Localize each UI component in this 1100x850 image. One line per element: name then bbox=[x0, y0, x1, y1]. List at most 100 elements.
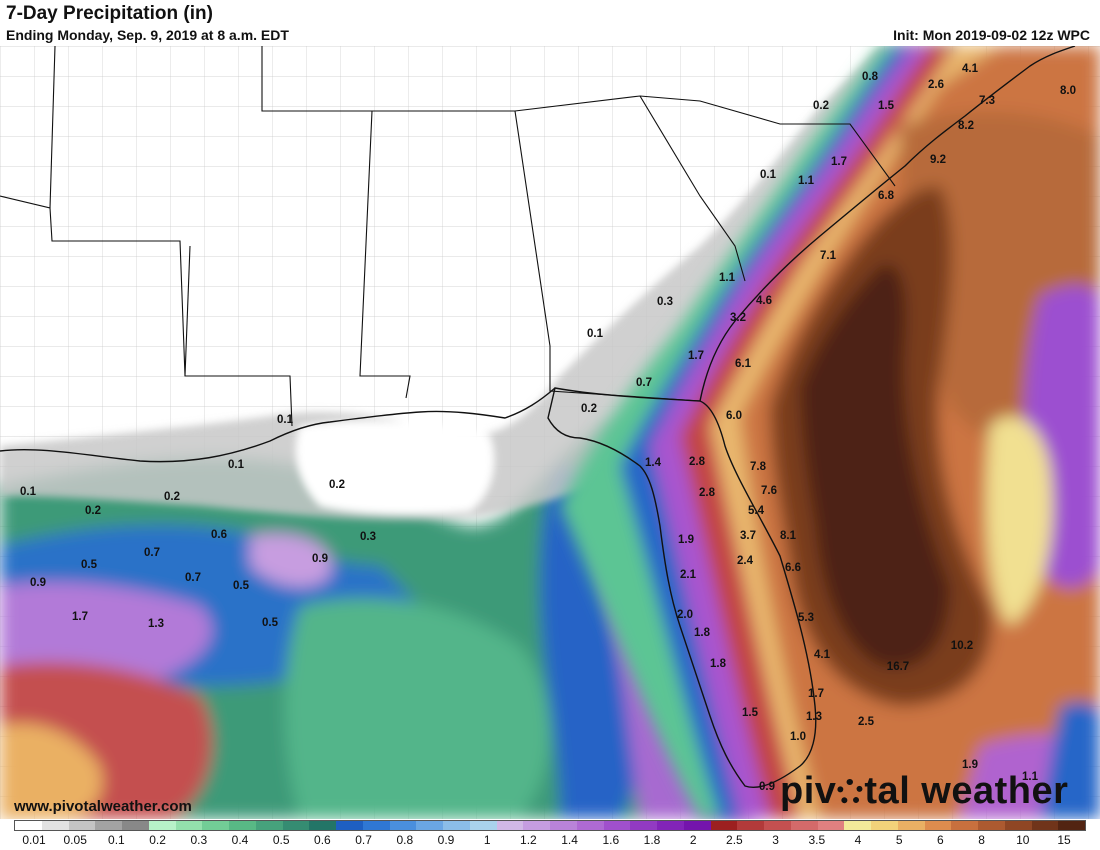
legend-swatch bbox=[576, 821, 604, 830]
legend-swatch bbox=[844, 821, 871, 830]
legend-swatch bbox=[951, 821, 978, 830]
legend-tick-label: 0.1 bbox=[108, 833, 125, 847]
legend-tick-label: 2 bbox=[689, 833, 697, 847]
precip-value: 7.8 bbox=[750, 461, 767, 473]
legend-swatch bbox=[978, 821, 1005, 830]
precip-value: 2.0 bbox=[677, 609, 693, 621]
precip-value: 7.1 bbox=[820, 250, 837, 262]
legend-tick-label: 8 bbox=[978, 833, 985, 847]
precip-value: 6.0 bbox=[726, 410, 742, 422]
precip-value: 4.6 bbox=[756, 295, 772, 307]
precip-value: 4.1 bbox=[814, 649, 831, 661]
state-borders bbox=[0, 46, 896, 427]
precip-value: 0.9 bbox=[759, 781, 775, 793]
legend-tick-label: 0.05 bbox=[63, 833, 87, 847]
precip-value: 0.3 bbox=[657, 296, 673, 308]
precip-value: 1.7 bbox=[688, 350, 704, 362]
legend-swatch bbox=[683, 821, 711, 830]
precip-value: 0.1 bbox=[277, 414, 294, 426]
precip-value: 0.7 bbox=[144, 547, 160, 559]
florida-coastline bbox=[547, 387, 817, 788]
legend-swatch bbox=[1031, 821, 1059, 830]
precip-value: 1.8 bbox=[694, 627, 711, 639]
precip-value: 7.6 bbox=[761, 485, 777, 497]
precip-value: 1.7 bbox=[808, 688, 824, 700]
legend-swatch bbox=[255, 821, 283, 830]
map-canvas: 0.8 2.6 4.1 7.3 8.0 0.2 1.5 8.2 9.2 1.7 0.1 1.1 6.8 7… bbox=[0, 46, 1100, 819]
legend-tick-label: 15 bbox=[1057, 833, 1071, 847]
precip-value: 6.8 bbox=[878, 190, 895, 202]
precip-value: 0.1 bbox=[760, 169, 777, 181]
precip-value-labels: 0.8 2.6 4.1 7.3 8.0 0.2 1.5 8.2 9.2 1.7 0.1 1.1 6.8 7… bbox=[20, 63, 1076, 793]
precip-value: 0.2 bbox=[85, 505, 101, 517]
pivotal-weather-logo: piv tal weather bbox=[780, 770, 1068, 813]
precip-value: 9.2 bbox=[930, 154, 946, 166]
precip-value: 4.1 bbox=[962, 63, 979, 75]
precip-value: 0.5 bbox=[233, 580, 250, 592]
precip-value: 0.9 bbox=[30, 577, 46, 589]
brand-text-left: piv bbox=[780, 770, 837, 812]
legend-swatch bbox=[657, 821, 684, 830]
legend-swatch bbox=[202, 821, 229, 830]
precip-value: 0.7 bbox=[185, 572, 201, 584]
legend-swatch bbox=[309, 821, 336, 830]
legend-swatch bbox=[469, 821, 497, 830]
legend-swatch bbox=[175, 821, 203, 830]
precip-value: 2.8 bbox=[689, 456, 706, 468]
precip-value: 10.2 bbox=[951, 640, 973, 652]
precipitation-map: 0.8 2.6 4.1 7.3 8.0 0.2 1.5 8.2 9.2 1.7 0.1 1.1 6.8 7… bbox=[0, 46, 1100, 819]
legend-swatch bbox=[897, 821, 925, 830]
legend-tick-label: 10 bbox=[1016, 833, 1030, 847]
legend-tick-label: 1.2 bbox=[520, 833, 537, 847]
precip-value: 3.2 bbox=[730, 312, 746, 324]
precip-value: 8.0 bbox=[1060, 85, 1076, 97]
map-title: 7-Day Precipitation (in) bbox=[6, 3, 213, 24]
legend-swatch bbox=[229, 821, 256, 830]
precip-value: 1.1 bbox=[798, 175, 815, 187]
legend-tick-label: 0.3 bbox=[190, 833, 208, 847]
gear-icon bbox=[837, 779, 864, 805]
precip-value: 0.2 bbox=[581, 403, 597, 415]
precip-value: 3.7 bbox=[740, 530, 756, 542]
precip-value: 1.1 bbox=[1022, 771, 1039, 783]
precip-value: 1.0 bbox=[790, 731, 806, 743]
legend-tick-label: 3.5 bbox=[808, 833, 826, 847]
legend-swatch bbox=[362, 821, 390, 830]
legend-tick-label: 2.5 bbox=[726, 833, 743, 847]
precip-value: 0.1 bbox=[20, 486, 37, 498]
precip-value: 0.1 bbox=[228, 459, 245, 471]
legend-swatch bbox=[15, 821, 42, 830]
legend-tick-label: 0.8 bbox=[396, 833, 414, 847]
legend-swatch bbox=[496, 821, 524, 830]
legend-tick-label: 0.5 bbox=[272, 833, 290, 847]
precip-value: 8.1 bbox=[780, 530, 797, 542]
legend-swatch bbox=[737, 821, 764, 830]
precip-value: 5.4 bbox=[748, 505, 765, 517]
precip-value: 1.4 bbox=[645, 457, 662, 469]
legend-tick-label: 6 bbox=[937, 833, 944, 847]
precip-value: 0.5 bbox=[81, 559, 98, 571]
legend-swatch bbox=[764, 821, 791, 830]
precip-value: 2.4 bbox=[737, 555, 754, 567]
precip-value: 0.7 bbox=[636, 377, 652, 389]
dorian-precip-bands bbox=[560, 46, 1100, 819]
legend-tick-label: 0.2 bbox=[149, 833, 166, 847]
model-init-time: Init: Mon 2019-09-02 12z WPC bbox=[893, 27, 1090, 43]
legend-swatch bbox=[1004, 821, 1032, 830]
legend-swatch bbox=[871, 821, 898, 830]
legend-tick-label: 1 bbox=[483, 833, 491, 847]
precip-value: 1.9 bbox=[678, 534, 694, 546]
legend-swatch bbox=[336, 821, 363, 830]
precip-value: 2.1 bbox=[680, 569, 697, 581]
brand-text-right: tal weather bbox=[864, 770, 1069, 812]
legend-swatch bbox=[790, 821, 818, 830]
precip-value: 0.2 bbox=[329, 479, 345, 491]
legend-tick-label: 4 bbox=[854, 833, 862, 847]
legend-swatch bbox=[523, 821, 550, 830]
legend-swatch bbox=[924, 821, 952, 830]
map-header: 7-Day Precipitation (in) Ending Monday, … bbox=[0, 0, 1100, 46]
gulf-precip-field bbox=[0, 422, 760, 819]
precip-value: 1.7 bbox=[72, 611, 88, 623]
legend-tick-label: 0.01 bbox=[22, 833, 46, 847]
legend-swatch bbox=[443, 821, 470, 830]
